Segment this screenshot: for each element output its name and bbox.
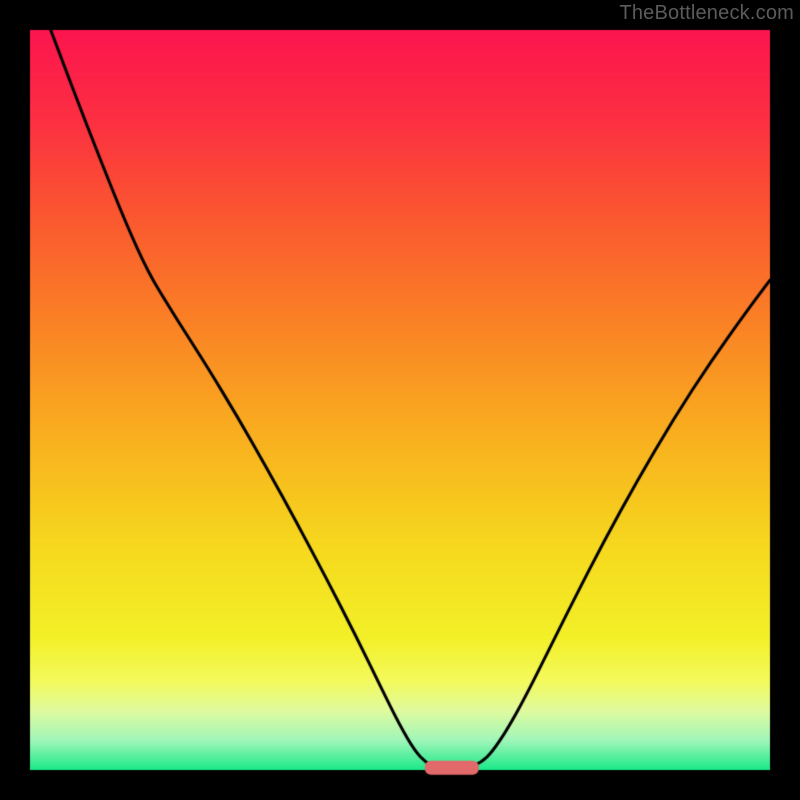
bottleneck-curve-chart <box>0 0 800 800</box>
watermark-label: TheBottleneck.com <box>619 2 794 25</box>
